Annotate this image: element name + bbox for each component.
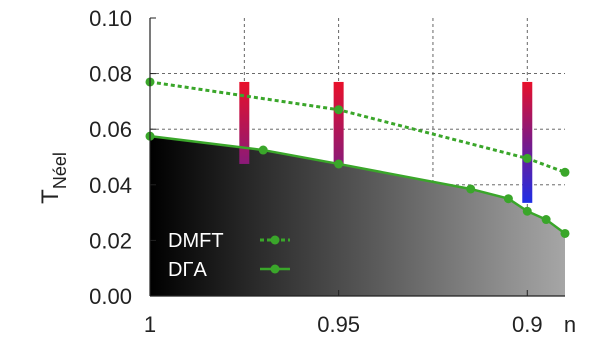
shaded-region [150,136,565,296]
y-tick-label: 0.10 [89,6,132,31]
axes: 0.00 0.02 0.04 0.06 0.08 0.10 1 0.95 0.9 n TNéel [37,6,576,337]
legend-marker [270,235,280,245]
series-lines [145,77,570,238]
legend-label: DMFT [168,230,224,252]
y-tick-label: 0.02 [89,228,132,253]
data-point [466,184,476,194]
y-axis-label-sub: Néel [50,152,70,189]
y-axis-label: TNéel [37,152,70,204]
series-line-dmft [149,80,566,174]
data-point [560,228,570,238]
y-tick-label: 0.06 [89,117,132,142]
legend-label: DΓA [168,259,207,281]
data-point [503,194,513,204]
legend-marker [270,264,280,274]
y-tick-label: 0.08 [89,62,132,87]
y-tick-label: 0.00 [89,284,132,309]
shaded-area [150,136,565,296]
y-axis-label-main: T [37,189,64,204]
color-column [239,81,250,164]
data-point [541,215,551,225]
y-tick-label: 0.04 [89,173,132,198]
color-columns [239,81,533,203]
color-column [522,81,533,203]
x-tick-label: 1 [144,312,156,337]
x-tick-label: 0.95 [317,312,360,337]
data-point [334,105,344,115]
data-point [258,145,268,155]
data-point [522,206,532,216]
data-point [560,167,570,177]
x-axis-label: n [564,312,576,337]
color-column [333,81,344,164]
x-tick-label: 0.9 [512,312,543,337]
data-point [334,159,344,169]
legend: DMFT DΓA [168,230,290,281]
data-point [522,153,532,163]
